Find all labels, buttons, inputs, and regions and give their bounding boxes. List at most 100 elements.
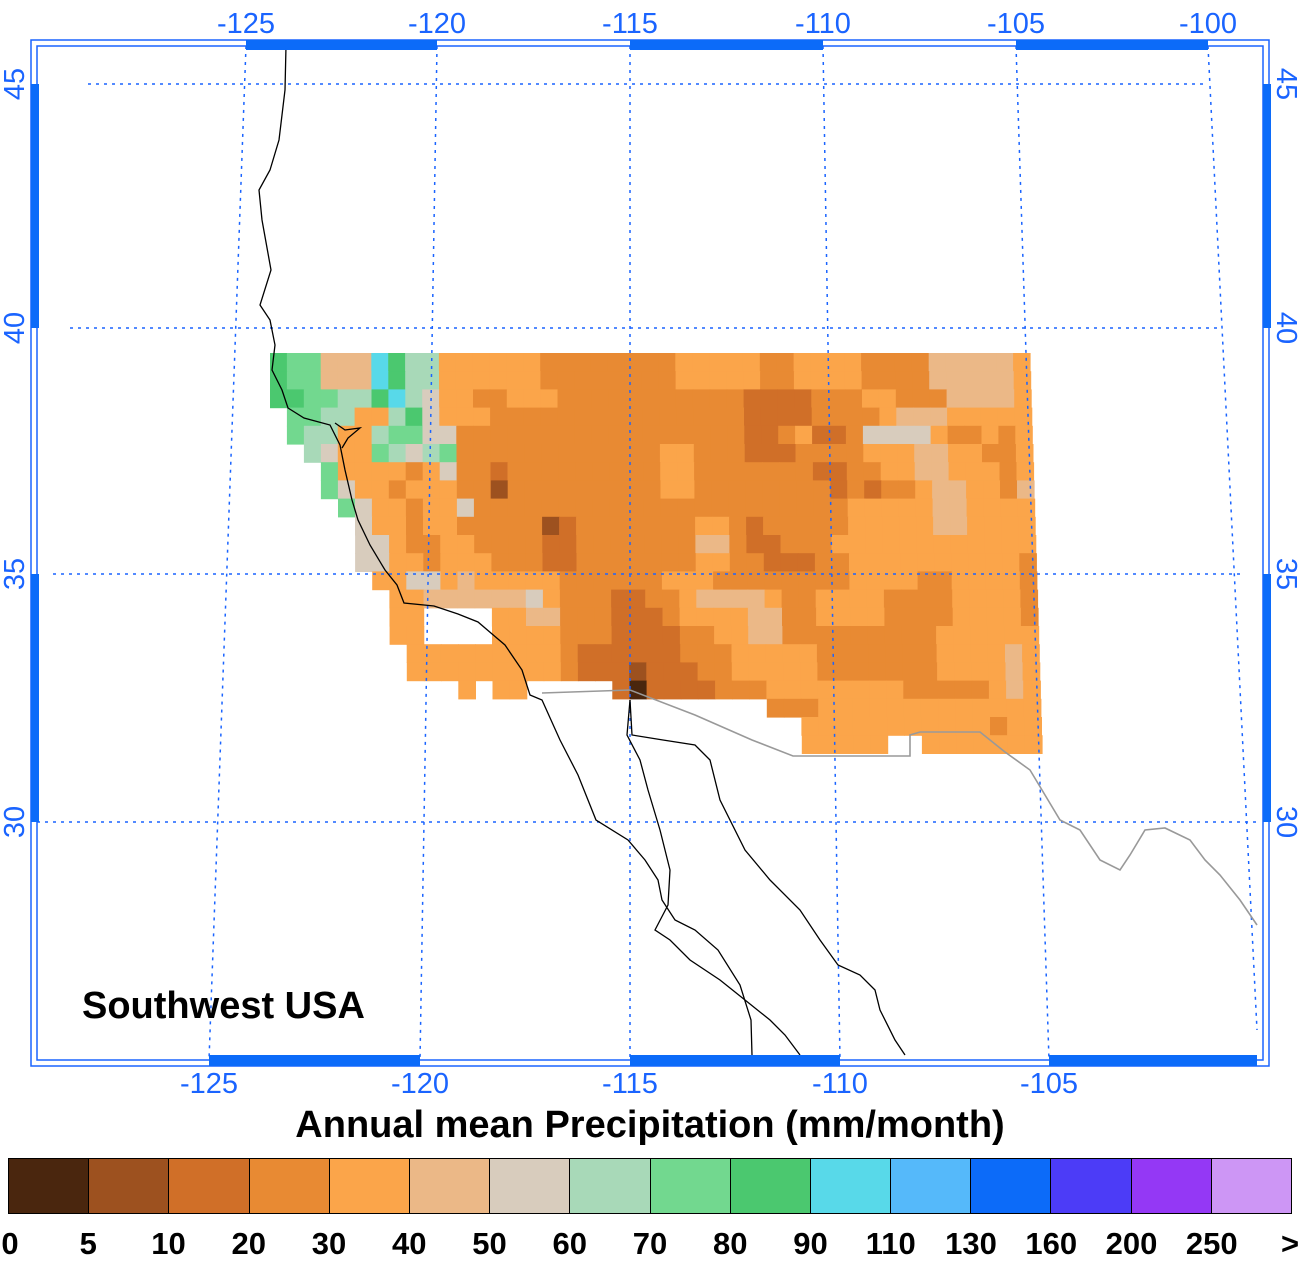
precip-cell [999, 444, 1017, 463]
precip-cell [320, 425, 339, 445]
precip-cell [831, 535, 850, 554]
precip-cell [388, 353, 406, 372]
precip-cell [899, 516, 917, 536]
precip-cell [985, 553, 1003, 572]
coastline [258, 45, 906, 1056]
precip-cell [955, 698, 973, 718]
precip-cell [576, 553, 595, 572]
precip-cell [935, 607, 954, 627]
right-lat-label: 40 [1270, 312, 1300, 344]
precip-cell [938, 717, 957, 736]
precip-cell [833, 626, 852, 645]
precip-cell [577, 589, 595, 609]
precip-cell [388, 425, 407, 445]
precip-cell [624, 353, 643, 372]
precip-cell [457, 553, 475, 572]
colorbar-swatch [650, 1159, 731, 1213]
precip-cell [1023, 698, 1042, 718]
precip-cell [714, 644, 733, 663]
precip-cell [931, 462, 950, 481]
precip-cell [713, 589, 732, 609]
precip-cell [507, 498, 526, 518]
precip-cell [645, 607, 664, 627]
precip-cell [694, 480, 712, 500]
left-lat-label: 30 [0, 806, 31, 838]
precip-cell [919, 644, 938, 663]
precip-cell [658, 371, 677, 390]
precip-cell [763, 516, 781, 536]
precip-cell [405, 371, 423, 390]
colorbar-swatch [1131, 1159, 1212, 1213]
precip-cell [574, 353, 592, 372]
precip-cell [897, 444, 915, 463]
precip-cell [626, 480, 645, 500]
precip-cell [777, 407, 796, 427]
precip-cell [921, 735, 940, 754]
precip-cell [692, 353, 710, 372]
precip-cell [1013, 353, 1031, 372]
precip-cell [542, 516, 560, 536]
precip-cell [946, 389, 965, 409]
precip-cell [645, 589, 663, 609]
precip-cell [815, 571, 833, 591]
precip-cell [979, 371, 998, 390]
colorbar-tick-label: 70 [632, 1226, 668, 1261]
precip-cell [742, 353, 761, 372]
precip-cell [473, 407, 491, 427]
precip-cell [1021, 626, 1040, 645]
precip-cell [861, 353, 879, 372]
precip-cell [950, 516, 968, 536]
precip-cell [593, 571, 612, 591]
precip-cell [574, 371, 592, 390]
precip-cell [559, 589, 578, 609]
precip-cell [900, 553, 918, 572]
precip-cell [696, 589, 714, 609]
precip-cell [798, 589, 817, 609]
precip-cell [490, 425, 508, 445]
precip-cell [782, 607, 800, 627]
precip-cell [903, 680, 921, 700]
colorbar-swatch [810, 1159, 892, 1213]
precip-cell [423, 516, 441, 536]
precip-cell [474, 535, 492, 554]
precip-cell [507, 480, 526, 500]
precip-cell [884, 626, 903, 645]
precip-cell [920, 698, 939, 718]
precip-cell [762, 480, 780, 500]
precip-cell [834, 662, 853, 682]
colorbar-tick-label: 50 [472, 1226, 507, 1261]
precip-cell [816, 607, 834, 627]
precip-cell [1024, 717, 1042, 736]
precip-cell [692, 371, 710, 390]
precip-cell [882, 535, 901, 554]
precip-cell [405, 353, 423, 372]
precip-cell [967, 516, 985, 536]
precip-cell [887, 717, 905, 736]
precip-cell [1001, 516, 1019, 536]
precip-cell [945, 353, 964, 372]
precip-cell [845, 389, 863, 409]
precip-cell [918, 589, 936, 609]
precip-cell [457, 589, 476, 609]
precip-cell [576, 571, 595, 591]
precip-cell [766, 698, 785, 718]
precip-cell [558, 480, 577, 500]
precip-cell [406, 553, 424, 572]
precip-cell [679, 589, 697, 609]
precip-cell [492, 644, 510, 663]
precip-cell [557, 407, 576, 427]
precip-cell [800, 662, 818, 682]
precip-cell [678, 535, 696, 554]
precip-cell [507, 444, 525, 463]
precip-cell [966, 498, 985, 518]
precip-cell [983, 480, 1001, 500]
precip-cell [914, 462, 933, 481]
precip-cell [541, 444, 559, 463]
precip-cell [609, 480, 628, 500]
precip-cell [508, 535, 526, 554]
precip-cell [473, 444, 491, 463]
precip-cell [646, 662, 664, 682]
precip-cell [730, 571, 748, 591]
precip-cell [509, 680, 528, 700]
precip-cell [777, 389, 795, 409]
